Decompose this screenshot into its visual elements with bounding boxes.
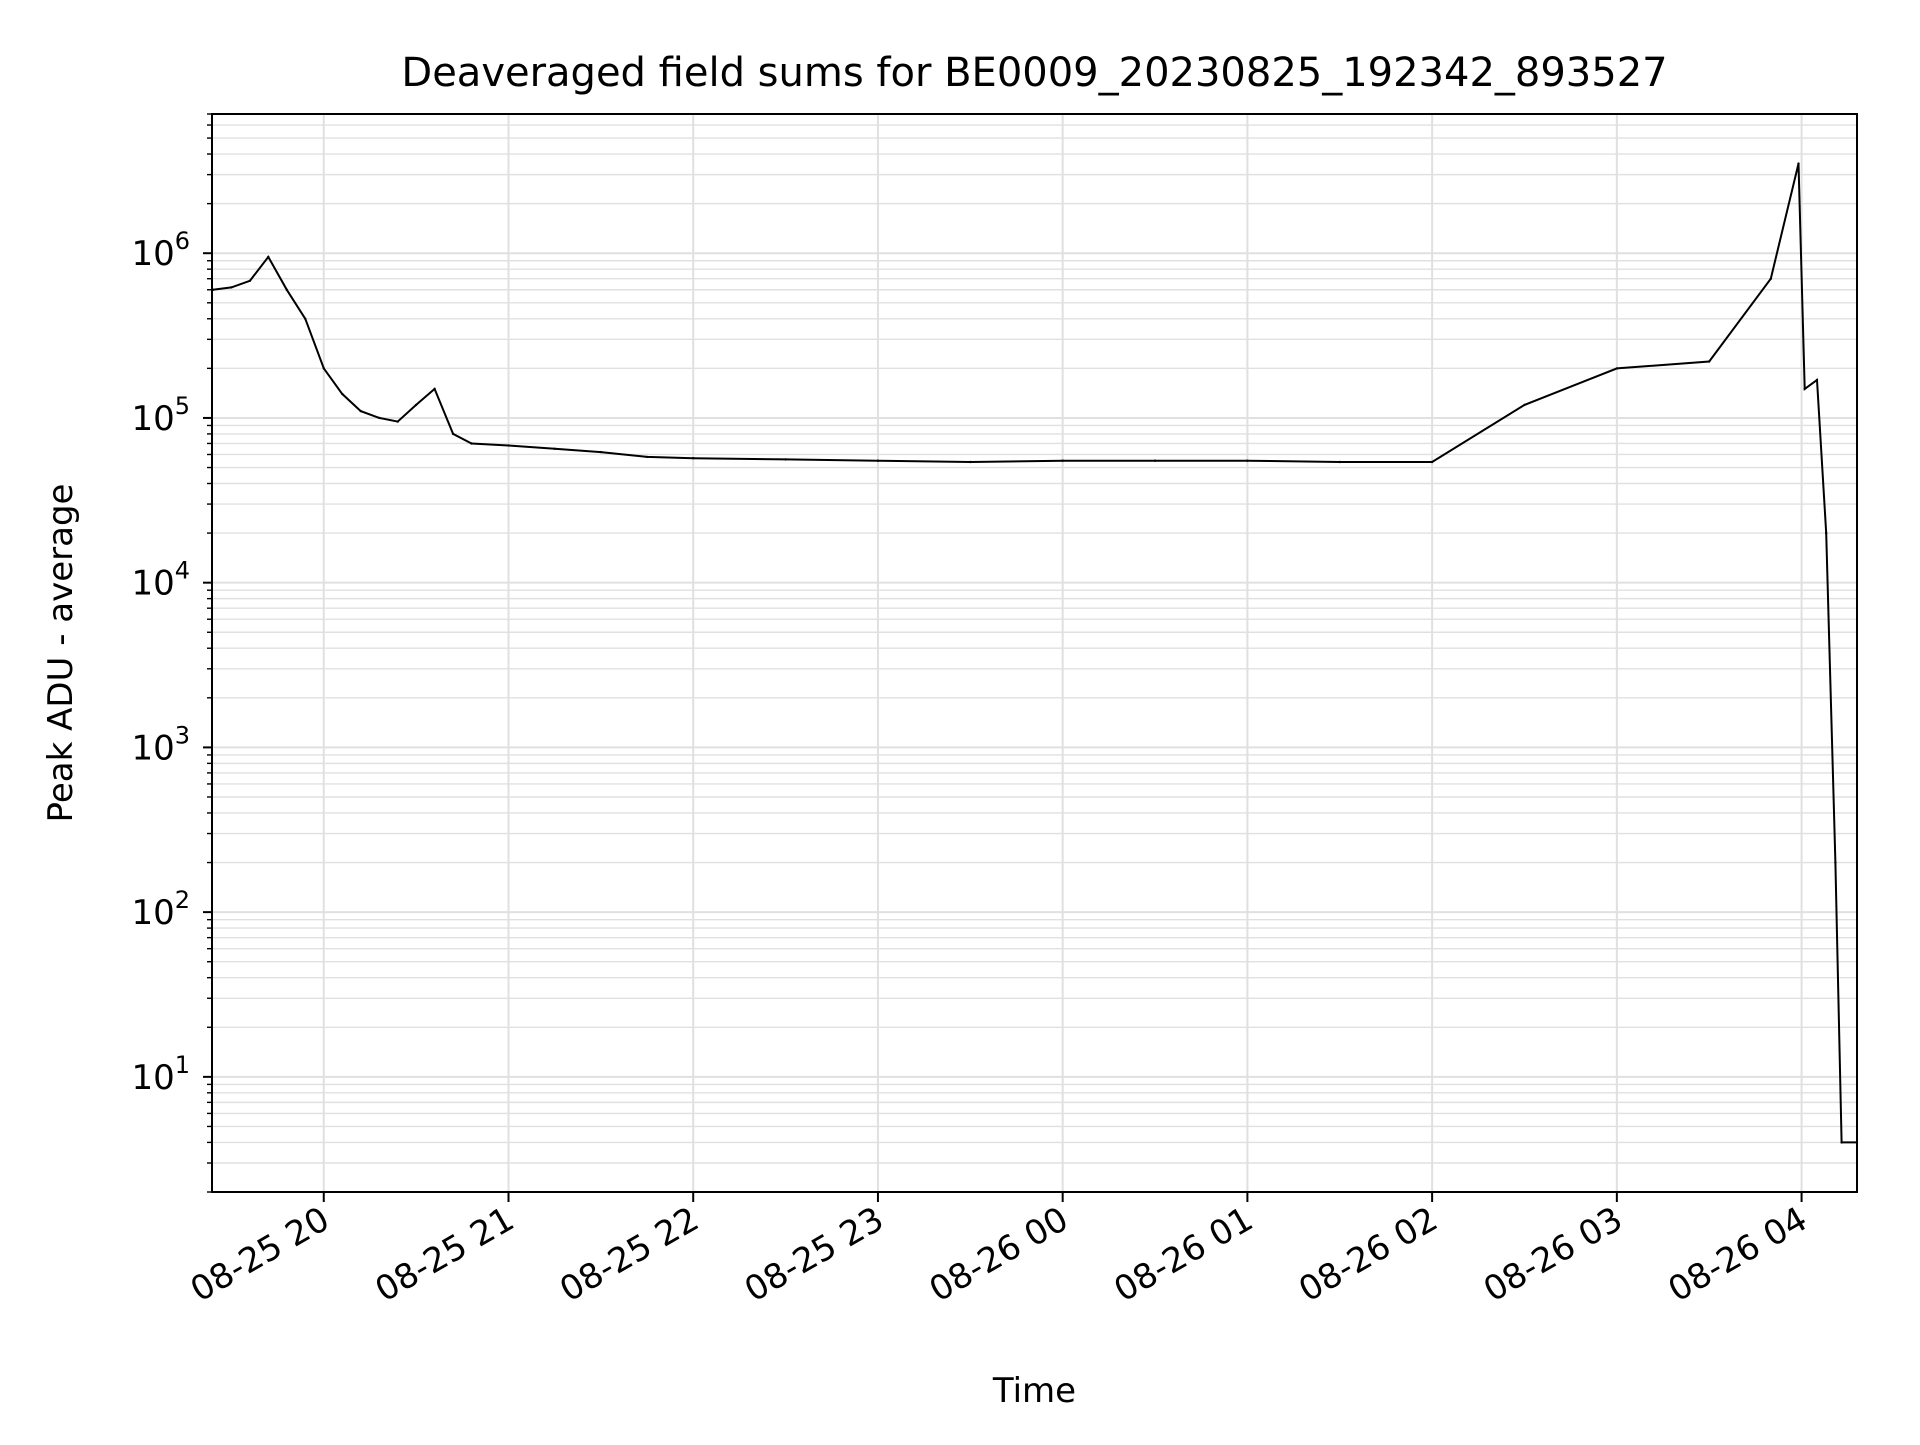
data-point [599, 450, 603, 454]
data-point [1815, 378, 1819, 382]
data-point [1797, 162, 1800, 165]
y-tick-label-base: 10 [131, 728, 174, 768]
y-tick-label: 104 [131, 557, 190, 604]
data-point [433, 387, 436, 391]
data-point [1769, 277, 1773, 280]
y-tick-label-base: 10 [131, 399, 174, 439]
data-point [553, 447, 556, 450]
data-point [1825, 531, 1828, 535]
y-tick-label-base: 10 [131, 564, 174, 604]
y-tick-label: 103 [131, 721, 190, 768]
data-point [322, 367, 325, 370]
chart-title: Deaveraged field sums for BE0009_2023082… [401, 50, 1667, 96]
y-tick-label-exponent: 1 [175, 1051, 190, 1079]
y-tick-label-exponent: 5 [175, 392, 190, 420]
data-point [414, 403, 418, 407]
data-point [1153, 459, 1157, 462]
y-tick-label-base: 10 [131, 234, 174, 274]
x-axis-label: Time [992, 1371, 1076, 1411]
data-point [396, 420, 399, 423]
y-tick-label: 101 [131, 1051, 190, 1098]
data-point [267, 255, 270, 259]
y-tick-label-exponent: 2 [175, 886, 190, 914]
data-point [1708, 360, 1711, 363]
data-point [1430, 460, 1434, 464]
y-tick-label: 106 [131, 227, 190, 274]
data-point [341, 392, 344, 396]
data-point [1061, 459, 1064, 462]
data-point [1246, 459, 1249, 462]
y-tick-label-base: 10 [131, 1058, 174, 1098]
data-point [470, 442, 473, 445]
plot-frame [211, 113, 1858, 1193]
data-point [969, 460, 972, 464]
data-point [304, 317, 307, 320]
data-point [876, 459, 880, 462]
y-tick-label-base: 10 [131, 893, 174, 933]
y-tick-label-exponent: 6 [175, 227, 190, 255]
y-tick-label-exponent: 3 [175, 721, 190, 749]
data-point [359, 409, 362, 413]
data-point [784, 458, 787, 461]
data-point [1615, 367, 1619, 370]
data-point [507, 444, 510, 447]
data-point [1523, 403, 1526, 407]
y-tick-label: 105 [131, 392, 190, 439]
data-point [451, 432, 455, 436]
data-point [1840, 1141, 1843, 1144]
data-point [1834, 861, 1837, 864]
data-point [692, 457, 695, 460]
y-tick-label-exponent: 4 [175, 557, 190, 585]
data-point [248, 279, 252, 282]
y-axis-label: Peak ADU - average [41, 484, 81, 823]
data-point [1803, 387, 1806, 391]
grid [212, 113, 1857, 1193]
data-point [285, 288, 288, 291]
data-point [378, 416, 381, 420]
data-point [1338, 460, 1342, 464]
y-tick-label: 102 [131, 886, 190, 933]
data-point [645, 455, 649, 459]
data-point [230, 286, 233, 289]
